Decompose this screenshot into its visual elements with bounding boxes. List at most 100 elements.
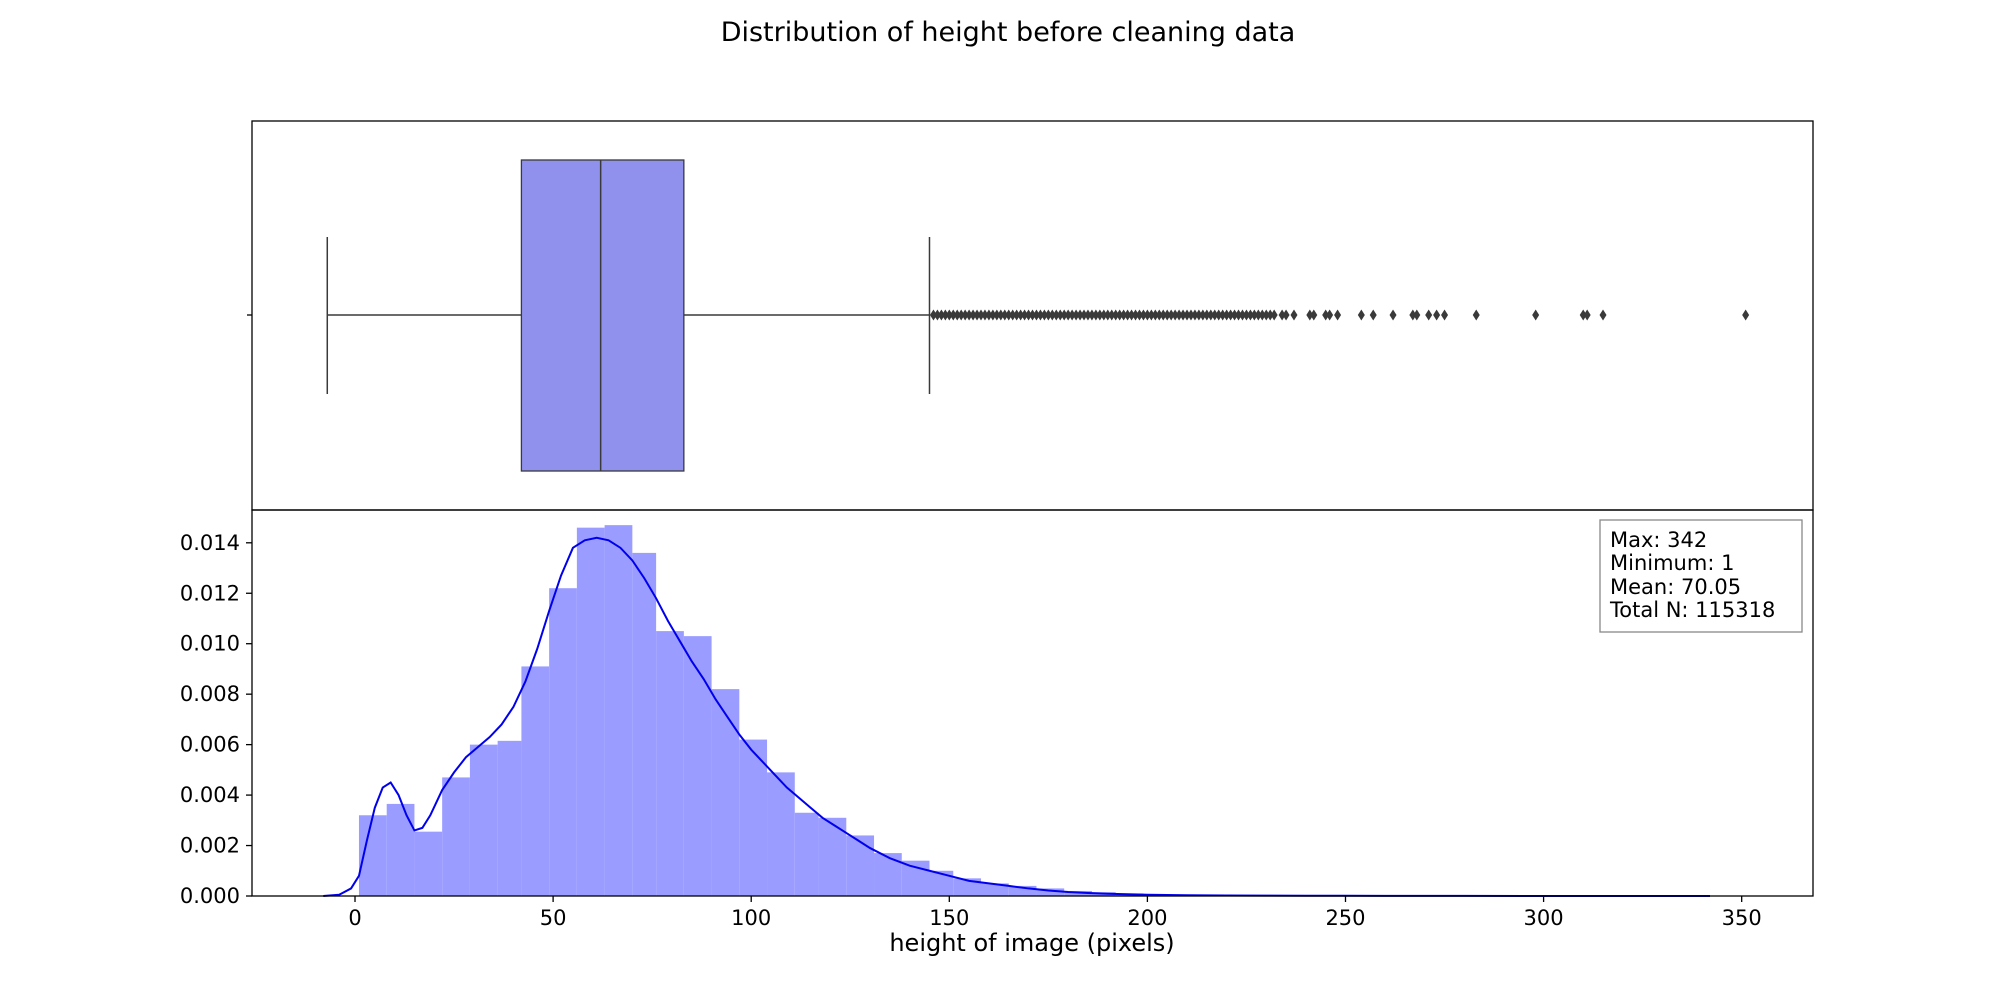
outlier-point [933,309,941,321]
outlier-point [1135,309,1143,321]
outlier-point [1056,309,1064,321]
outlier-point [1175,309,1183,321]
histogram-bar [929,870,954,896]
stat-max: Max: 342 [1610,528,1707,552]
x-tick-label: 0 [348,906,361,930]
y-tick-label: 0.008 [180,682,240,706]
outlier-point [965,309,973,321]
outlier-point [977,309,985,321]
histogram-bar [980,883,1009,896]
histogram-bar [901,860,930,896]
outlier-point [1112,309,1120,321]
x-tick-label: 150 [929,906,969,930]
outlier-point [1282,309,1290,321]
outlier-point [1250,309,1258,321]
histogram-bar [386,803,415,896]
histogram-axes: 0 50 100 150 200 250 300 350 0.0000.0020.0040.0… [180,509,1814,957]
outlier-point [1223,309,1231,321]
outlier-point [1187,309,1195,321]
outlier-point [1369,309,1377,321]
outlier-point [1231,309,1239,321]
outlier-point [1044,309,1052,321]
outlier-point [1235,309,1243,321]
outlier-point [1334,309,1342,321]
y-tick-label: 0.002 [180,834,240,858]
x-tick-label: 350 [1722,906,1762,930]
outlier-point [1278,309,1286,321]
x-axis-label: height of image (pixels) [889,929,1174,957]
outlier-point [1084,309,1092,321]
outlier-point [981,309,989,321]
outlier-point [1238,309,1246,321]
outlier-point [989,309,997,321]
outlier-point [1013,309,1021,321]
outlier-point [1195,309,1203,321]
outlier-point [1441,309,1449,321]
histogram-bar [846,835,875,896]
outlier-point [1036,309,1044,321]
histogram-frame [251,509,1814,897]
outlier-point [961,309,969,321]
histogram-bar [442,777,470,896]
outlier-point [1032,309,1040,321]
x-tick-label: 100 [731,906,771,930]
outlier-point [1096,309,1104,321]
outlier-point [993,309,1001,321]
outlier-point [1409,309,1417,321]
outlier-point [1029,309,1036,321]
outlier-point [929,309,937,321]
outlier-point [1108,309,1116,321]
outlier-point [1128,309,1136,321]
histogram-bar [767,772,795,896]
outlier-point [941,309,949,321]
outlier-point [1104,309,1112,321]
outlier-point [1040,309,1048,321]
y-tick-label: 0.012 [180,581,240,605]
outlier-point [973,309,981,321]
histogram-bar [683,636,712,896]
histogram-bar [874,853,902,896]
outlier-point [1143,309,1151,321]
outlier-point [937,309,945,321]
x-tick-label: 300 [1524,906,1564,930]
outlier-point [1068,309,1076,321]
histogram-bar [794,812,819,896]
y-axis-ticks: 0.000 0.002 0.004 0.006 0.008 0.010 0.012 0.014 [180,531,252,908]
outlier-point [1425,309,1433,321]
histogram-bar [711,689,740,896]
outlier-point [1413,309,1421,321]
y-tick-label: 0.004 [180,783,240,807]
outlier-point [1080,309,1088,321]
stat-total-n: Total N: 115318 [1609,598,1775,622]
outlier-point [1171,309,1179,321]
outlier-point [1155,309,1163,321]
outlier-point [1270,309,1278,321]
outlier-point [1532,309,1540,321]
outlier-point [1219,309,1227,321]
outlier-point [1211,309,1219,321]
y-tick-label: 0.014 [180,531,240,555]
outlier-point [1322,309,1330,321]
histogram-bar [953,878,981,896]
outlier-point [1215,309,1223,321]
histogram-bar [1036,888,1065,896]
outlier-point [1310,309,1318,321]
outlier-point [1742,309,1750,321]
outlier-point [1262,309,1270,321]
outlier-point [1017,309,1025,321]
outlier-point [949,309,957,321]
x-tick-label: 250 [1325,906,1365,930]
histogram-bar [497,740,522,896]
outlier-point [945,309,953,321]
outlier-point [1163,309,1171,321]
outlier-point [1124,309,1132,321]
outlier-point [1001,309,1009,321]
outlier-point [1258,309,1266,321]
x-axis-ticks: 0 50 100 150 200 250 300 350 [348,896,1762,930]
outlier-point [1266,309,1274,321]
outlier-point [1060,309,1068,321]
outlier-point [1306,309,1314,321]
x-tick-label: 200 [1127,906,1167,930]
outlier-point [1183,309,1191,321]
outlier-point [1132,309,1140,321]
